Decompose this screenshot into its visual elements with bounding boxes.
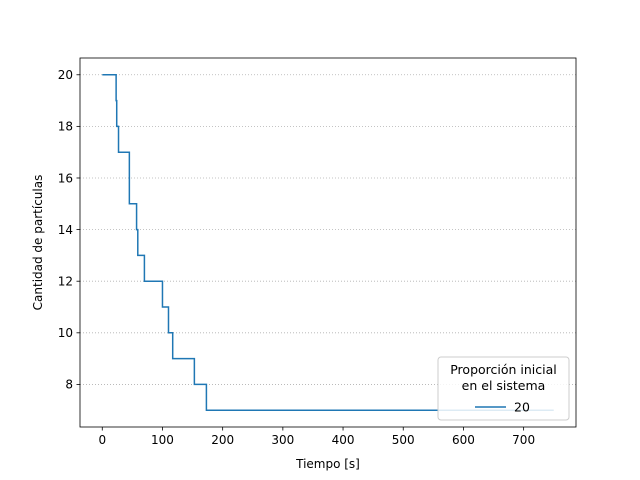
y-tick-label: 20 [58,68,73,82]
legend-title-line-1: Proporción inicial [450,362,557,377]
y-tick-label: 18 [58,120,73,134]
legend: Proporción inicial en el sistema 20 [437,356,570,421]
x-tick-label: 700 [512,433,535,447]
series-line-20 [102,74,554,411]
x-tick-label: 300 [271,433,294,447]
x-tick-label: 500 [392,433,415,447]
x-tick-label: 400 [332,433,355,447]
y-tick-label: 12 [58,275,73,289]
plot-frame [79,57,577,428]
legend-entry-label: 20 [514,400,530,415]
legend-box [437,356,570,421]
x-tick-label: 100 [151,433,174,447]
x-axis-label: Tiempo [s] [295,457,360,471]
y-tick-label: 10 [58,326,73,340]
x-tick-label: 600 [452,433,475,447]
x-tick-label: 200 [211,433,234,447]
y-tick-label: 16 [58,171,73,185]
legend-title-line-2: en el sistema [462,378,546,393]
x-axis-ticks: 0 100 200 300 400 500 600 700 [98,427,535,447]
y-axis-label: Cantidad de partículas [31,175,45,311]
y-axis-ticks: 8 10 12 14 16 18 20 [58,68,80,392]
x-tick-label: 0 [98,433,106,447]
y-tick-label: 8 [65,378,73,392]
y-tick-label: 14 [58,223,73,237]
series-layer [102,74,554,411]
